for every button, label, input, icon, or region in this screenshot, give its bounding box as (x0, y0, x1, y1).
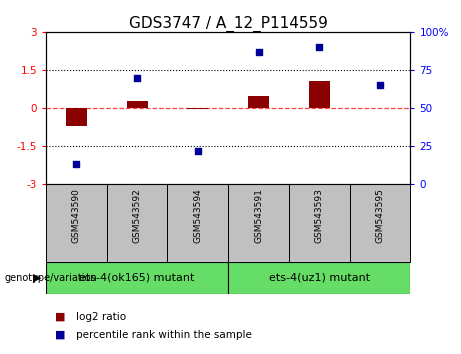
Text: GSM543590: GSM543590 (72, 188, 81, 243)
Text: log2 ratio: log2 ratio (76, 312, 126, 322)
Text: ■: ■ (55, 330, 66, 339)
Text: ▶: ▶ (33, 273, 41, 283)
Point (315, 44, 323, 50)
Bar (289, 184, 349, 262)
Point (376, 82, 384, 88)
Bar (46, 184, 107, 262)
Bar (228, 262, 410, 294)
Bar (107, 184, 167, 262)
Text: GSM543595: GSM543595 (375, 188, 384, 243)
Text: ets-4(ok165) mutant: ets-4(ok165) mutant (79, 273, 195, 283)
Text: ■: ■ (55, 312, 66, 322)
Text: percentile rank within the sample: percentile rank within the sample (76, 330, 252, 339)
Text: GSM543594: GSM543594 (193, 188, 202, 243)
Text: ets-4(uz1) mutant: ets-4(uz1) mutant (269, 273, 370, 283)
Text: genotype/variation: genotype/variation (5, 273, 97, 283)
Bar (126, 101, 148, 108)
Text: GSM543591: GSM543591 (254, 188, 263, 243)
Bar (167, 184, 228, 262)
Bar (349, 184, 410, 262)
Text: GSM543593: GSM543593 (315, 188, 324, 243)
Bar (46, 262, 228, 294)
Bar (248, 96, 269, 108)
Bar (308, 81, 330, 108)
Point (134, 75, 141, 80)
Text: GSM543592: GSM543592 (133, 188, 142, 243)
Bar (66, 108, 87, 126)
Title: GDS3747 / A_12_P114559: GDS3747 / A_12_P114559 (129, 16, 328, 32)
Bar (228, 184, 289, 262)
Point (194, 148, 201, 153)
Point (73, 161, 80, 167)
Bar (187, 108, 208, 109)
Point (255, 49, 262, 55)
